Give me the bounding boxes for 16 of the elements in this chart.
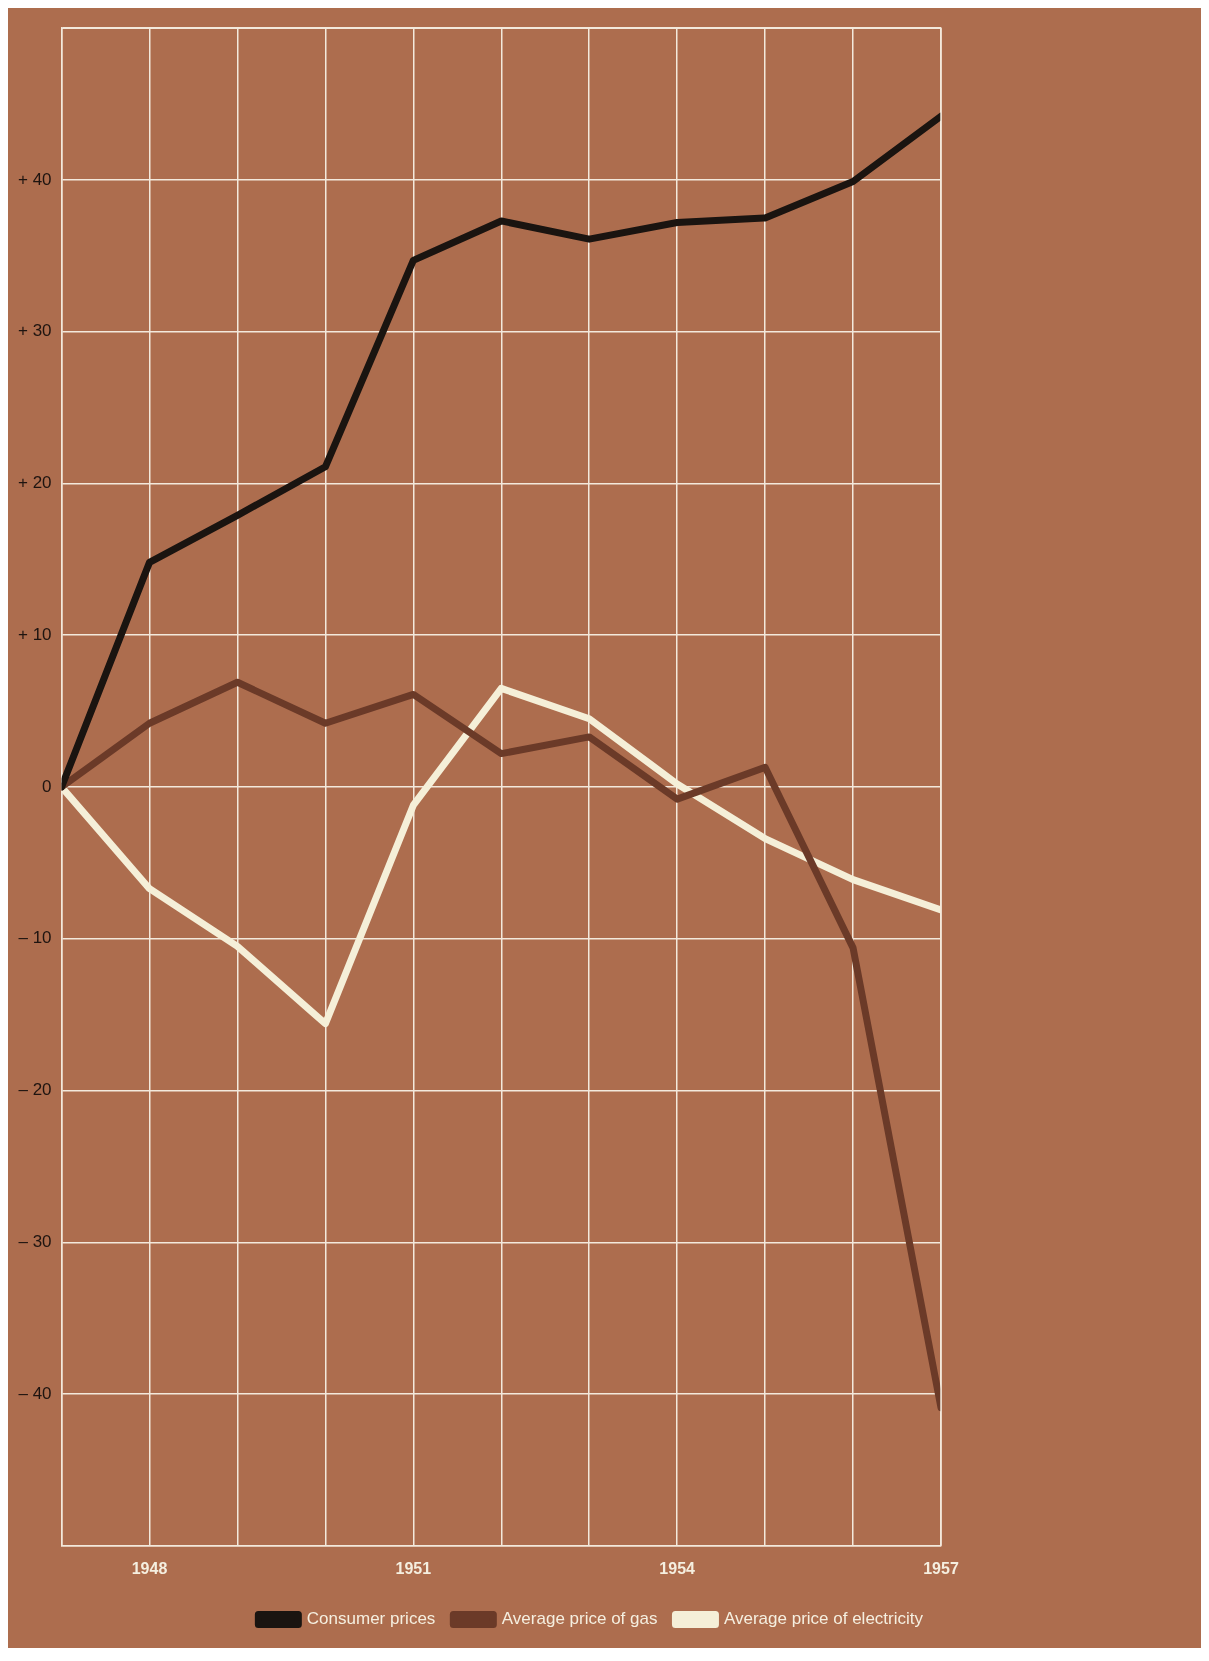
- y-tick-label: – 30: [18, 1231, 52, 1251]
- legend-label: Consumer prices: [306, 1609, 436, 1629]
- legend-label: Average price of gas: [501, 1609, 658, 1629]
- x-tick-label: 1957: [923, 1559, 959, 1577]
- y-tick-label: + 30: [18, 321, 52, 341]
- x-tick-label: 1948: [131, 1559, 168, 1577]
- y-tick-label: – 10: [18, 928, 52, 948]
- y-tick-label: 0: [42, 776, 52, 796]
- y-tick-label: – 40: [18, 1383, 52, 1403]
- y-tick-label: + 40: [18, 169, 52, 189]
- legend-label: Average price of electricity: [723, 1609, 924, 1629]
- x-tick-label: 1951: [395, 1559, 432, 1577]
- x-tick-label: 1954: [659, 1559, 696, 1577]
- y-tick-label: + 10: [18, 624, 52, 644]
- y-tick-label: – 20: [18, 1080, 52, 1100]
- y-tick-label: + 20: [18, 473, 52, 493]
